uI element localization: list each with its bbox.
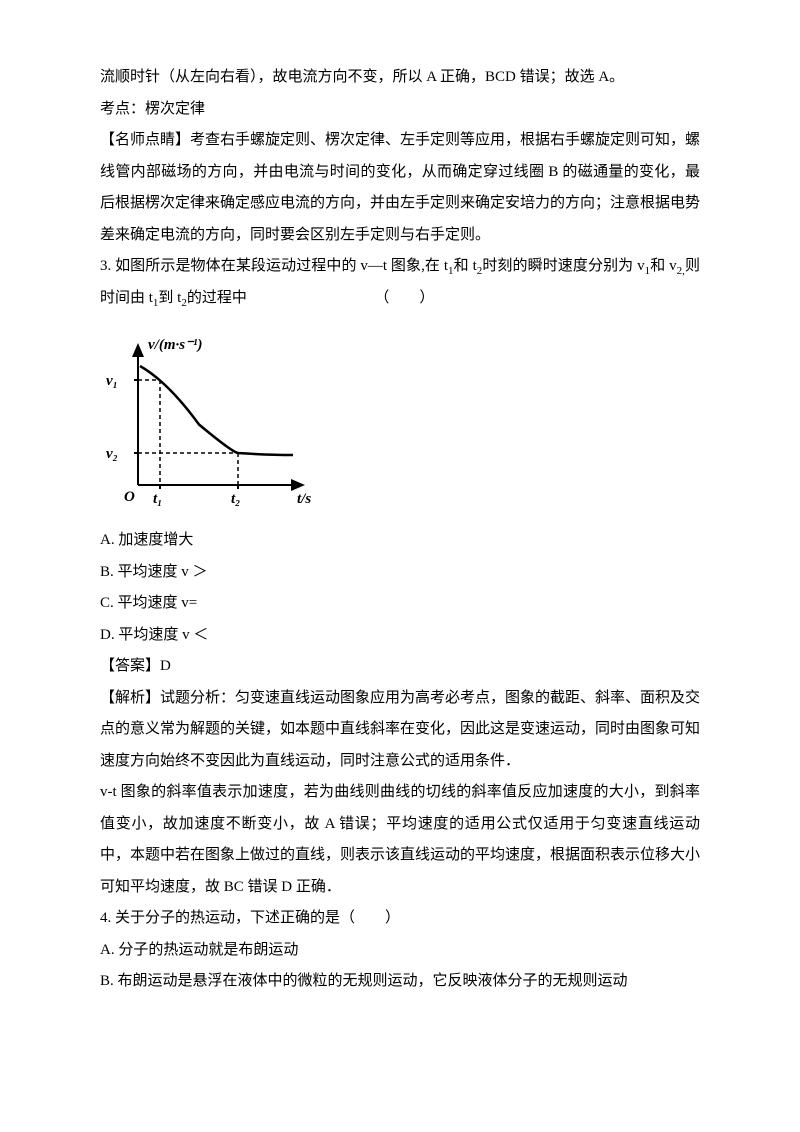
q3-text-b: 和 t — [454, 258, 477, 274]
q3-text-c: 时刻的瞬时速度分别为 v — [482, 258, 644, 274]
svg-text:t₁: t₁ — [153, 491, 162, 507]
svg-text:v/(m·s⁻¹): v/(m·s⁻¹) — [148, 337, 203, 353]
vt-chart: v/(m·s⁻¹) t/s Ov₁ v₂ t₁ t₂ — [100, 333, 700, 513]
vt-chart-svg: v/(m·s⁻¹) t/s Ov₁ v₂ t₁ t₂ — [100, 333, 325, 513]
q3-text-a: 3. 如图所示是物体在某段运动过程中的 v—t 图象,在 t — [100, 258, 448, 274]
teacher-commentary: 【名师点睛】考查右手螺旋定则、楞次定律、左手定则等应用，根据右手螺旋定则可知，螺… — [100, 125, 700, 251]
question-4-options: A. 分子的热运动就是布朗运动 B. 布朗运动是悬浮在液体中的微粒的无规则运动，… — [100, 935, 700, 998]
svg-text:t/s: t/s — [297, 491, 311, 507]
option-d: D. 平均速度 v ＜ — [100, 620, 700, 652]
svg-text:t₂: t₂ — [231, 491, 240, 507]
analysis-paragraph-2: v-t 图象的斜率值表示加速度，若为曲线则曲线的切线的斜率值反应加速度的大小，到… — [100, 777, 700, 903]
q4-option-b: B. 布朗运动是悬浮在液体中的微粒的无规则运动，它反映液体分子的无规则运动 — [100, 966, 700, 998]
question-3-stem: 3. 如图所示是物体在某段运动过程中的 v—t 图象,在 t1和 t2时刻的瞬时… — [100, 251, 700, 315]
svg-text:v₂: v₂ — [106, 446, 118, 462]
q3-text-d: 和 v — [650, 258, 677, 274]
option-b: B. 平均速度 v ＞ — [100, 557, 700, 589]
svg-text:v₁: v₁ — [106, 373, 118, 389]
svg-text:O: O — [124, 489, 135, 505]
answer-label: 【答案】D — [100, 651, 700, 683]
question-4-stem: 4. 关于分子的热运动，下述正确的是（ ） — [100, 903, 700, 935]
sub-2dot: 2, — [677, 265, 685, 277]
q3-text-f: 到 t — [158, 290, 181, 306]
previous-answer-tail: 流顺时针（从左向右看），故电流方向不变，所以 A 正确，BCD 错误；故选 A。 — [100, 62, 700, 94]
q3-blank: （ ） — [374, 290, 434, 306]
q3-text-g: 的过程中 — [187, 290, 247, 306]
topic-label: 考点：楞次定律 — [100, 94, 700, 126]
question-3-options: A. 加速度增大 B. 平均速度 v ＞ C. 平均速度 v= D. 平均速度 … — [100, 525, 700, 651]
option-c: C. 平均速度 v= — [100, 588, 700, 620]
analysis-paragraph-1: 【解析】试题分析：匀变速直线运动图象应用为高考必考点，图象的截距、斜率、面积及交… — [100, 683, 700, 778]
option-a: A. 加速度增大 — [100, 525, 700, 557]
q4-option-a: A. 分子的热运动就是布朗运动 — [100, 935, 700, 967]
